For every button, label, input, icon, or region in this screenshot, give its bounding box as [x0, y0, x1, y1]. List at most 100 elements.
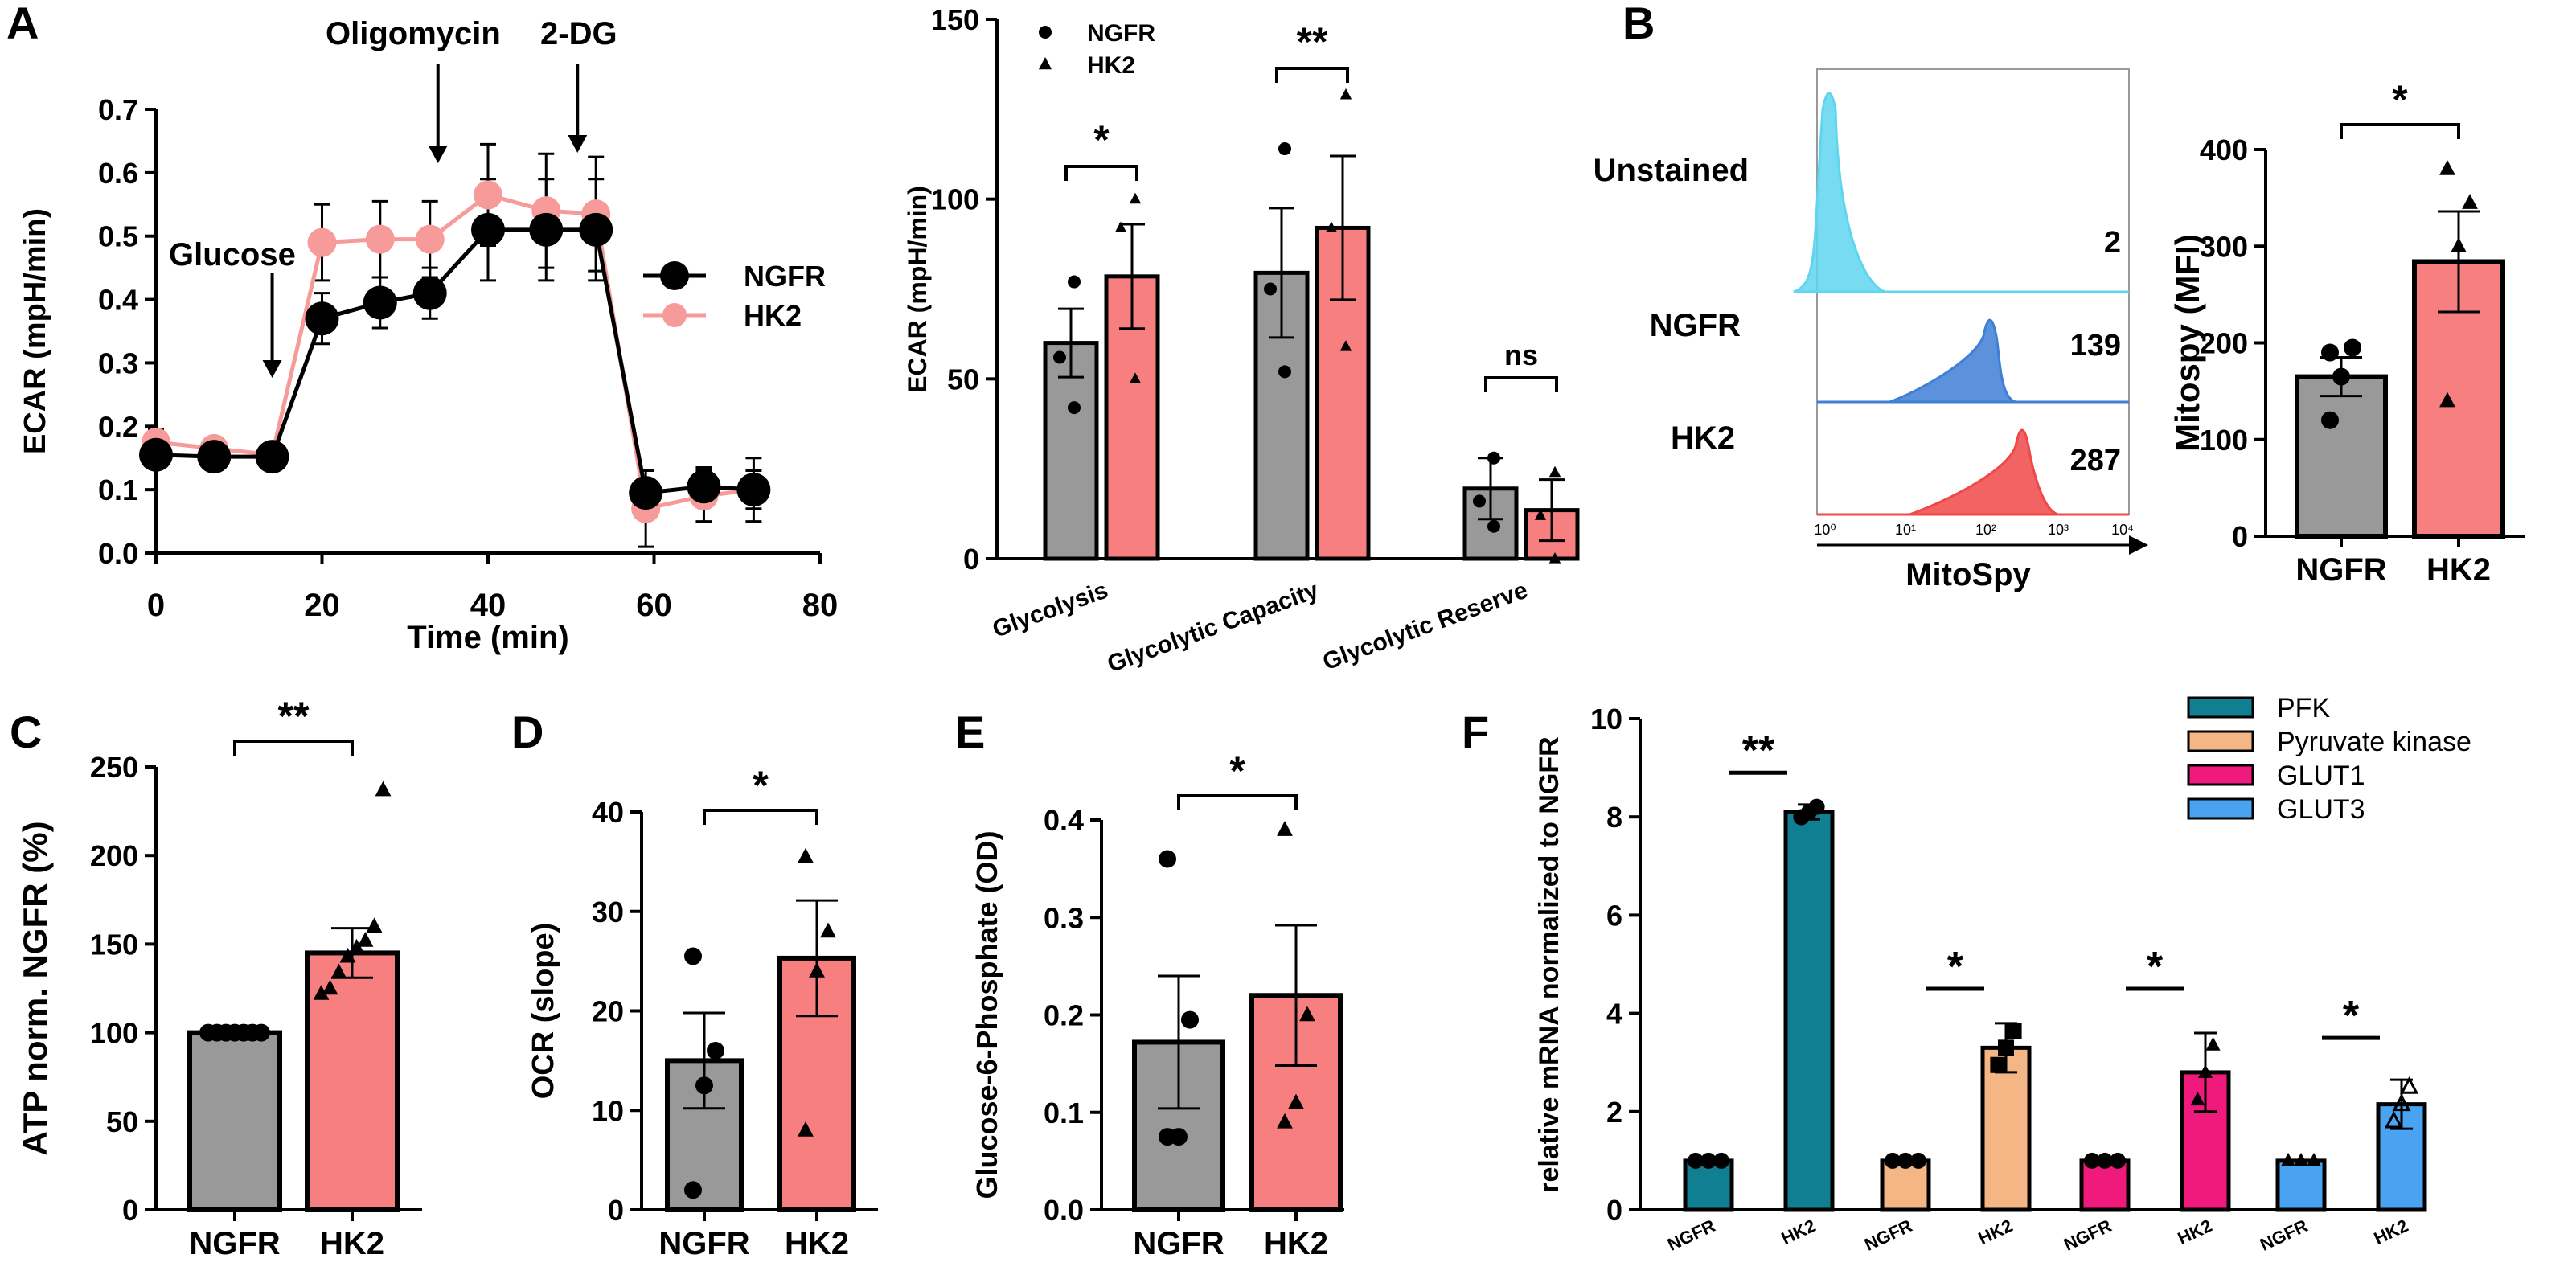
B_bar-y-tick-label: 100 — [2200, 424, 2248, 457]
pyruvate-kinase-ngfr-bar — [1880, 1158, 1931, 1212]
ngfr-data-point — [736, 473, 771, 507]
E_bar-bracket — [1177, 794, 1298, 810]
ecar-x-tick-label: 0 — [147, 588, 165, 623]
ngfr-data-point — [255, 440, 289, 474]
ecar-x-tick-label: 60 — [636, 588, 672, 623]
hist-row-label: NGFR — [1650, 308, 1741, 343]
glut1-point — [2097, 1152, 2113, 1169]
fbar-legend-swatch — [2187, 730, 2254, 752]
C_bar-y-tick-label: 0 — [122, 1194, 138, 1227]
glut3-point — [2294, 1152, 2308, 1166]
abar-category-label: Glycolysis — [989, 577, 1111, 643]
ngfr-data-point — [529, 212, 564, 247]
D_bar-y-tick-label: 30 — [592, 896, 624, 928]
fbar-legend-label: GLUT1 — [2277, 760, 2365, 791]
ecar-y-tick-label: 0.3 — [98, 346, 138, 379]
fbar-category-label: NGFR — [1664, 1215, 1718, 1255]
ecar-y-tick-label: 0.2 — [98, 410, 138, 443]
pfk-ngfr-bar — [1683, 1158, 1734, 1212]
E_bar-y-tick-label: 0.0 — [1044, 1194, 1084, 1227]
D_bar-category-label: HK2 — [785, 1226, 849, 1261]
hk2-point — [1129, 372, 1142, 383]
panel-label-d: D — [511, 707, 544, 757]
ngfr-data-point — [363, 285, 397, 320]
mitospy-histogram: Unstained 2 NGFR 139 HK2 287 10⁰ 10¹ 10² 10³ 10⁴ Mi… — [1594, 68, 2148, 592]
fbar-legend-label: PFK — [2277, 693, 2330, 723]
D_bar-y-tick-label: 10 — [592, 1094, 624, 1127]
abar-y-tick-label: 50 — [947, 363, 979, 396]
hk2-point — [348, 938, 365, 954]
fbar-y-tick-label: 6 — [1606, 899, 1622, 932]
C_bar-significance: ** — [278, 694, 310, 739]
pfk-point — [1713, 1152, 1729, 1169]
ngfr-errbar — [1158, 974, 1200, 1110]
fbar-y-tick-label: 4 — [1606, 998, 1622, 1031]
ngfr-data-point — [471, 212, 505, 247]
abar-0-significance: * — [1093, 117, 1110, 162]
B_bar-y-tick-label: 400 — [2200, 133, 2248, 166]
ecar-y-axis-title: ECAR (mpH/min) — [18, 208, 52, 454]
hk2-point — [2451, 237, 2467, 252]
ngfr-data-point — [305, 301, 339, 336]
ecar-y-tick-label: 0.0 — [98, 537, 138, 570]
panel-label-a: A — [6, 0, 39, 48]
D_bar-y-tick-label: 20 — [592, 995, 624, 1028]
hk2-point — [366, 917, 383, 933]
glut3-point — [2281, 1152, 2295, 1166]
C_bar-y-tick-label: 100 — [90, 1017, 138, 1050]
hk2-point — [2439, 160, 2455, 175]
ngfr-point — [252, 1023, 270, 1042]
pyruvate-kinase-point — [1897, 1152, 1914, 1169]
abar-0-bracket — [1064, 165, 1138, 181]
hk2-errbar — [1275, 924, 1317, 1068]
hk2-point — [798, 1121, 814, 1137]
ngfr-bar — [187, 1030, 282, 1212]
fbar-legend-label: Pyruvate kinase — [2277, 727, 2471, 757]
ecar-y-tick-label: 0.6 — [98, 157, 138, 190]
ecar-y-tick-label: 0.4 — [98, 284, 138, 317]
ngfr-data-point — [197, 440, 232, 474]
ecar-x-axis-title: Time (min) — [407, 620, 569, 655]
ngfr-point — [1068, 401, 1081, 415]
C_bar-category-label: HK2 — [320, 1226, 384, 1261]
E_bar-y-tick-label: 0.4 — [1044, 804, 1084, 837]
ngfr-data-point — [412, 276, 447, 310]
glucose-arrowhead — [262, 360, 282, 378]
glut3-point — [2307, 1152, 2321, 1166]
hk2-point — [1339, 88, 1352, 100]
ngfr-errbar — [1058, 307, 1084, 379]
hist-hk2-curve — [1909, 428, 2059, 516]
oligomycin-arrowhead — [428, 146, 448, 163]
ngfr-point — [1159, 850, 1176, 868]
fbar-legend-swatch — [2187, 764, 2254, 786]
ecar-y-tick-label: 0.5 — [98, 220, 138, 253]
hk2-point — [820, 922, 836, 938]
ngfr-point — [1264, 282, 1277, 296]
hist-row-label: Unstained — [1594, 153, 1749, 188]
ecar-x-tick-label: 20 — [304, 588, 340, 623]
ngfr-point — [1278, 142, 1291, 156]
abar-y-tick-label: 0 — [963, 543, 979, 576]
hk2-errbar — [796, 899, 838, 1018]
ngfr-point — [1170, 1128, 1188, 1146]
fbar-significance: * — [2343, 993, 2360, 1039]
fbar-legend-swatch — [2187, 797, 2254, 820]
pyruvate-kinase-point — [1885, 1152, 1901, 1169]
fbar-significance: * — [1947, 944, 1964, 990]
hk2-point — [1534, 509, 1547, 520]
hist-x-tick-label: 10¹ — [1895, 522, 1916, 538]
E_bar-y-tick-label: 0.3 — [1044, 901, 1084, 934]
hk2-point — [2439, 391, 2455, 408]
C_bar-y-tick-label: 50 — [106, 1105, 138, 1138]
B_bar-significance: * — [2392, 77, 2408, 122]
hk2-point — [1548, 552, 1561, 564]
ngfr-point — [1473, 494, 1486, 508]
ecar-y-tick-label: 0.7 — [98, 93, 138, 126]
C_bar-y-axis-title: ATP norm. NGFR (%) — [16, 821, 54, 1155]
pfk-point — [1808, 798, 1825, 815]
hk2-point — [1129, 192, 1142, 204]
abar-1-significance: ** — [1297, 19, 1328, 64]
legend-hk2-label: HK2 — [744, 299, 802, 332]
ngfr-point — [2344, 338, 2361, 357]
